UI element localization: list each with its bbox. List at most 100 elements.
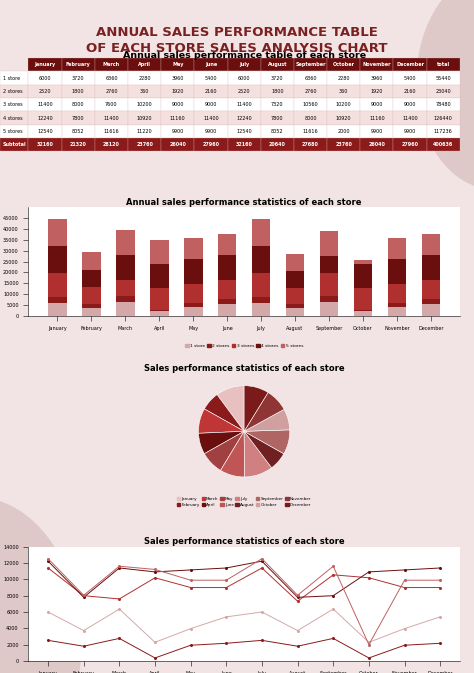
4 stores xyxy=(188,566,193,574)
5 stores xyxy=(295,591,301,599)
Bar xyxy=(252,219,271,246)
Bar xyxy=(388,303,406,308)
3 stores xyxy=(259,564,265,572)
Bar xyxy=(184,283,202,303)
5 stores xyxy=(81,591,87,599)
Bar xyxy=(421,255,440,280)
2 stores xyxy=(366,654,372,662)
5 stores xyxy=(259,555,265,563)
Bar xyxy=(421,280,440,299)
Bar xyxy=(354,288,372,310)
Title: Sales performance statistics of each store: Sales performance statistics of each sto… xyxy=(144,365,345,374)
3 stores xyxy=(223,583,229,592)
2 stores xyxy=(259,636,265,644)
2 stores xyxy=(438,639,443,647)
4 stores xyxy=(295,594,301,602)
Bar xyxy=(286,254,304,271)
2 stores xyxy=(401,641,407,649)
4 stores xyxy=(366,568,372,576)
1 store xyxy=(81,627,87,635)
Bar xyxy=(150,288,169,310)
4 stores xyxy=(45,557,51,565)
Title: Annual sales performance statistics of each store: Annual sales performance statistics of e… xyxy=(127,198,362,207)
Bar xyxy=(184,238,202,259)
Bar xyxy=(421,304,440,316)
5 stores xyxy=(45,555,51,563)
Bar xyxy=(116,229,135,255)
Bar xyxy=(421,299,440,304)
5 stores xyxy=(117,562,122,570)
Bar xyxy=(218,304,237,316)
5 stores xyxy=(330,562,336,570)
1 store xyxy=(152,638,158,646)
Bar xyxy=(286,271,304,288)
4 stores xyxy=(117,564,122,572)
2 stores xyxy=(188,641,193,649)
Bar xyxy=(388,308,406,316)
4 stores xyxy=(223,564,229,572)
Bar xyxy=(354,264,372,288)
Circle shape xyxy=(0,498,81,673)
3 stores xyxy=(117,595,122,603)
Bar xyxy=(388,259,406,283)
2 stores xyxy=(81,642,87,650)
Bar xyxy=(218,280,237,299)
Title: Annual sales performance table of each store: Annual sales performance table of each s… xyxy=(123,50,365,60)
Bar xyxy=(286,304,304,308)
Bar xyxy=(184,259,202,283)
1 store xyxy=(117,605,122,613)
2 stores xyxy=(117,635,122,643)
3 stores xyxy=(401,583,407,592)
Bar xyxy=(116,279,135,296)
Bar xyxy=(82,304,100,308)
4 stores xyxy=(81,594,87,602)
Bar xyxy=(150,264,169,288)
Wedge shape xyxy=(204,431,244,470)
Bar xyxy=(319,296,338,302)
Bar xyxy=(252,297,271,303)
Wedge shape xyxy=(204,394,244,431)
Bar xyxy=(82,287,100,304)
Bar xyxy=(388,283,406,303)
3 stores xyxy=(45,564,51,572)
5 stores xyxy=(401,576,407,584)
1 store xyxy=(366,638,372,646)
Bar xyxy=(48,297,67,303)
Bar xyxy=(116,255,135,279)
Line: 3 stores: 3 stores xyxy=(47,567,441,602)
Bar xyxy=(354,260,372,264)
Bar xyxy=(354,311,372,316)
Bar xyxy=(48,273,67,297)
2 stores xyxy=(330,635,336,643)
5 stores xyxy=(152,565,158,573)
1 store xyxy=(295,627,301,635)
4 stores xyxy=(259,557,265,565)
Title: Sales performance statistics of each store: Sales performance statistics of each sto… xyxy=(144,537,345,546)
1 store xyxy=(330,605,336,613)
2 stores xyxy=(223,639,229,647)
Wedge shape xyxy=(244,431,272,477)
3 stores xyxy=(152,573,158,581)
Bar xyxy=(218,234,237,255)
Wedge shape xyxy=(199,431,244,454)
Bar xyxy=(319,231,338,256)
Legend: 1 store, 2 stores, 3 stores, 4 stores, 5 stores: 1 store, 2 stores, 3 stores, 4 stores, 5… xyxy=(183,342,305,349)
1 store xyxy=(259,608,265,616)
Wedge shape xyxy=(199,409,244,433)
Bar xyxy=(150,240,169,264)
Bar xyxy=(48,246,67,273)
Bar xyxy=(48,219,67,246)
3 stores xyxy=(366,573,372,581)
Bar xyxy=(252,303,271,316)
Wedge shape xyxy=(244,431,284,468)
Bar xyxy=(286,308,304,316)
Bar xyxy=(319,256,338,273)
1 store xyxy=(401,625,407,633)
Bar xyxy=(218,255,237,280)
Text: OF EACH STORE SALES ANALYSIS CHART: OF EACH STORE SALES ANALYSIS CHART xyxy=(86,42,388,55)
Line: 4 stores: 4 stores xyxy=(47,561,441,598)
Wedge shape xyxy=(244,409,290,431)
1 store xyxy=(438,613,443,621)
Bar xyxy=(116,296,135,302)
3 stores xyxy=(81,592,87,600)
